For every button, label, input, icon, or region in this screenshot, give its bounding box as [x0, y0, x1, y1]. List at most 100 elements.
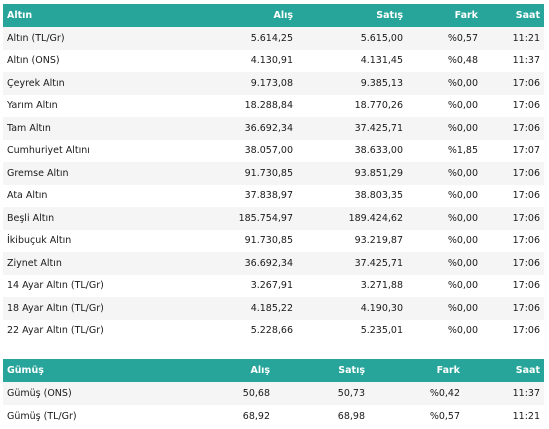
- row-sell: 189.424,62: [348, 212, 403, 224]
- silver-prices-table: Gümüş Alış Satış Fark Saat Gümüş (ONS) 5…: [3, 359, 544, 428]
- row-change: %1,85: [447, 145, 478, 157]
- row-time: 11:21: [512, 411, 540, 422]
- row-name: 22 Ayar Altın (TL/Gr): [7, 325, 104, 337]
- row-name: Ziynet Altın: [7, 257, 62, 269]
- row-sell: 93.851,29: [354, 167, 403, 179]
- silver-table-header: Gümüş Alış Satış Fark Saat: [3, 359, 544, 382]
- row-name: Ata Altın: [7, 190, 48, 202]
- header-time: Saat: [515, 365, 540, 376]
- row-name: Gremse Altın: [7, 167, 69, 179]
- table-row: Gümüş (ONS) 50,68 50,73 %0,42 11:37: [3, 382, 544, 405]
- row-name: Altın (ONS): [7, 55, 60, 67]
- header-name: Altın: [7, 10, 33, 21]
- row-sell: 4.131,45: [360, 55, 403, 67]
- gold-table-header: Altın Alış Satış Fark Saat: [3, 4, 544, 27]
- row-time: 11:37: [512, 55, 540, 67]
- row-time: 17:06: [512, 190, 540, 202]
- row-time: 17:06: [512, 77, 540, 89]
- row-change: %0,57: [429, 411, 460, 422]
- row-sell: 50,73: [337, 388, 365, 399]
- row-change: %0,00: [447, 167, 478, 179]
- row-time: 17:06: [512, 167, 540, 179]
- header-buy: Alış: [250, 365, 270, 376]
- header-buy: Alış: [273, 10, 293, 21]
- row-change: %0,00: [447, 190, 478, 202]
- row-time: 11:37: [512, 388, 540, 399]
- row-time: 17:06: [512, 280, 540, 292]
- row-sell: 3.271,88: [360, 280, 403, 292]
- row-change: %0,00: [447, 280, 478, 292]
- row-sell: 37.425,71: [354, 257, 403, 269]
- table-row: Altın (ONS) 4.130,91 4.131,45 %0,48 11:3…: [3, 49, 544, 72]
- row-name: Altın (TL/Gr): [7, 32, 65, 44]
- row-buy: 3.267,91: [250, 280, 293, 292]
- table-row: 14 Ayar Altın (TL/Gr) 3.267,91 3.271,88 …: [3, 274, 544, 297]
- row-time: 17:06: [512, 257, 540, 269]
- row-buy: 5.614,25: [250, 32, 293, 44]
- row-time: 11:21: [512, 32, 540, 44]
- row-sell: 4.190,30: [360, 302, 403, 314]
- row-time: 17:06: [512, 212, 540, 224]
- row-buy: 50,68: [242, 388, 270, 399]
- row-buy: 36.692,34: [244, 257, 293, 269]
- table-row: 18 Ayar Altın (TL/Gr) 4.185,22 4.190,30 …: [3, 297, 544, 320]
- row-time: 17:06: [512, 302, 540, 314]
- row-change: %0,00: [447, 325, 478, 337]
- row-change: %0,00: [447, 235, 478, 247]
- header-change: Fark: [436, 365, 460, 376]
- table-row: Cumhuriyet Altını 38.057,00 38.633,00 %1…: [3, 139, 544, 162]
- row-change: %0,57: [447, 32, 478, 44]
- row-sell: 5.235,01: [360, 325, 403, 337]
- row-name: Beşli Altın: [7, 212, 55, 224]
- row-change: %0,00: [447, 77, 478, 89]
- row-sell: 38.803,35: [354, 190, 403, 202]
- table-row: Altın (TL/Gr) 5.614,25 5.615,00 %0,57 11…: [3, 27, 544, 50]
- row-sell: 37.425,71: [354, 122, 403, 134]
- header-name: Gümüş: [7, 365, 44, 376]
- row-name: 18 Ayar Altın (TL/Gr): [7, 302, 104, 314]
- row-buy: 5.228,66: [250, 325, 293, 337]
- row-buy: 4.185,22: [250, 302, 293, 314]
- table-row: Yarım Altın 18.288,84 18.770,26 %0,00 17…: [3, 94, 544, 117]
- row-name: Tam Altın: [7, 122, 51, 134]
- row-change: %0,00: [447, 100, 478, 112]
- header-change: Fark: [454, 10, 478, 21]
- row-buy: 91.730,85: [244, 167, 293, 179]
- row-sell: 5.615,00: [360, 32, 403, 44]
- row-change: %0,48: [447, 55, 478, 67]
- row-change: %0,42: [429, 388, 460, 399]
- row-time: 17:06: [512, 122, 540, 134]
- row-change: %0,00: [447, 122, 478, 134]
- row-buy: 68,92: [242, 411, 270, 422]
- row-buy: 18.288,84: [244, 100, 293, 112]
- row-name: Cumhuriyet Altını: [7, 145, 90, 157]
- row-time: 17:06: [512, 100, 540, 112]
- table-row: Tam Altın 36.692,34 37.425,71 %0,00 17:0…: [3, 117, 544, 140]
- row-sell: 9.385,13: [360, 77, 403, 89]
- row-sell: 93.219,87: [354, 235, 403, 247]
- row-buy: 36.692,34: [244, 122, 293, 134]
- row-name: Gümüş (TL/Gr): [7, 411, 77, 422]
- row-name: Gümüş (ONS): [7, 388, 72, 399]
- row-buy: 91.730,85: [244, 235, 293, 247]
- row-buy: 9.173,08: [250, 77, 293, 89]
- row-sell: 68,98: [337, 411, 365, 422]
- row-change: %0,00: [447, 257, 478, 269]
- row-change: %0,00: [447, 212, 478, 224]
- row-name: Çeyrek Altın: [7, 77, 65, 89]
- table-row: 22 Ayar Altın (TL/Gr) 5.228,66 5.235,01 …: [3, 319, 544, 342]
- header-sell: Satış: [376, 10, 403, 21]
- table-row: Çeyrek Altın 9.173,08 9.385,13 %0,00 17:…: [3, 72, 544, 95]
- row-buy: 37.838,97: [244, 190, 293, 202]
- row-name: İkibuçuk Altın: [7, 235, 72, 247]
- table-row: Beşli Altın 185.754,97 189.424,62 %0,00 …: [3, 207, 544, 230]
- header-sell: Satış: [338, 365, 365, 376]
- row-name: Yarım Altın: [7, 100, 58, 112]
- row-change: %0,00: [447, 302, 478, 314]
- gold-prices-table: Altın Alış Satış Fark Saat Altın (TL/Gr)…: [3, 4, 544, 342]
- row-name: 14 Ayar Altın (TL/Gr): [7, 280, 104, 292]
- row-time: 17:07: [512, 145, 540, 157]
- table-row: Gümüş (TL/Gr) 68,92 68,98 %0,57 11:21: [3, 405, 544, 428]
- row-sell: 18.770,26: [354, 100, 403, 112]
- table-row: Ata Altın 37.838,97 38.803,35 %0,00 17:0…: [3, 184, 544, 207]
